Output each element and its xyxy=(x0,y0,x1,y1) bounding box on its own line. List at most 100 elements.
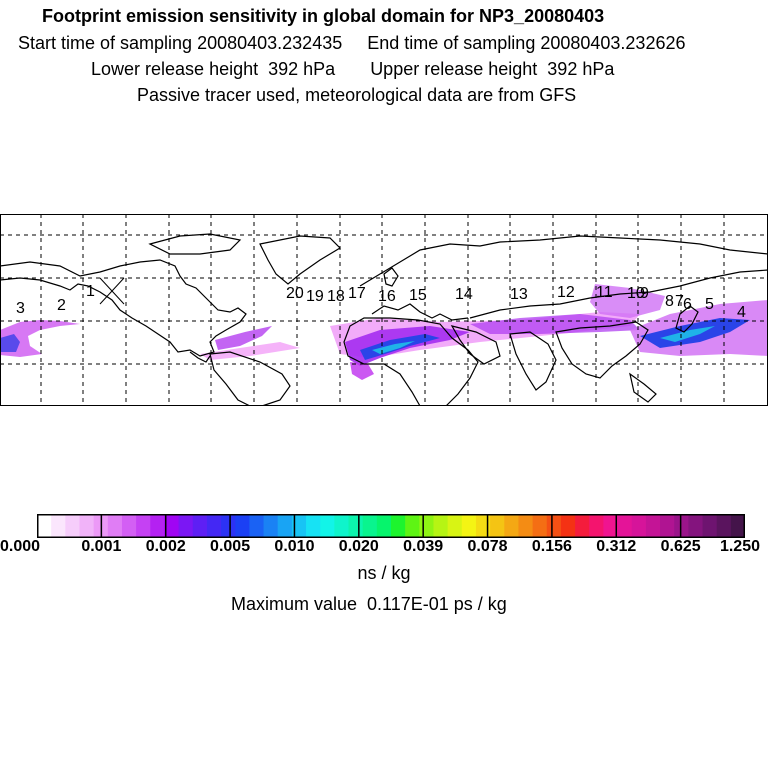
traj-label-3: 3 xyxy=(16,300,25,317)
traj-label-10: 10 xyxy=(627,285,645,302)
colorbar-cell xyxy=(716,514,732,538)
graticule xyxy=(0,214,768,406)
plume-pacific-west-peak xyxy=(660,326,715,342)
colorbar-cell xyxy=(249,514,265,538)
colorbar-cell xyxy=(617,514,633,538)
colorbar-cell xyxy=(192,514,208,538)
colorbar-cell xyxy=(277,514,293,538)
colorbar-cell xyxy=(518,514,534,538)
colorbar-cell xyxy=(589,514,604,538)
colorbar-cells xyxy=(37,514,745,538)
colorbar-cell xyxy=(645,514,661,538)
colorbar-cell xyxy=(306,514,321,538)
plume-asia-mid xyxy=(470,314,640,334)
traj-label-15: 15 xyxy=(409,287,427,304)
colorbar-cell xyxy=(178,514,194,538)
coastline-arabia xyxy=(450,325,501,365)
maximum-value: Maximum value 0.117E-01 ps / kg xyxy=(231,594,507,614)
traj-label-18: 18 xyxy=(327,288,345,305)
colorbar-cell xyxy=(631,514,647,538)
coastline-asia-north xyxy=(469,269,768,319)
traj-label-20: 20 xyxy=(286,285,304,302)
colorbar-cell xyxy=(320,514,335,538)
coastline-india xyxy=(509,331,557,391)
plume-atlantic xyxy=(215,326,272,350)
coastline-north-america xyxy=(0,259,247,357)
traj-label-12: 12 xyxy=(557,284,575,301)
colorbar-cell xyxy=(206,514,222,538)
traj-label-5: 5 xyxy=(705,296,714,313)
upper-release-height: Upper release height 392 hPa xyxy=(370,59,615,79)
colorbar-cell xyxy=(688,514,704,538)
colorbar-cell xyxy=(121,514,137,538)
colorbar-tick-label: 0.005 xyxy=(210,538,251,555)
colorbar-cell xyxy=(490,514,505,538)
colorbar-cell xyxy=(419,514,435,538)
colorbar-cell xyxy=(221,514,236,538)
colorbar-cell xyxy=(532,514,548,538)
colorbar-cell xyxy=(235,514,250,538)
colorbar-cell xyxy=(334,514,350,538)
plume-pacific-core xyxy=(0,334,20,352)
colorbar-tick-label: 1.250 xyxy=(719,538,760,555)
coastline-europe-south xyxy=(371,303,469,321)
colorbar-tick-label: 0.156 xyxy=(531,538,572,555)
world-map: 1 2 3 4 5 6 7 8 9 10 11 12 13 14 15 16 1… xyxy=(0,214,768,406)
end-time: End time of sampling 20080403.232626 xyxy=(367,33,686,53)
coastline-japan xyxy=(675,305,699,333)
traj-label-1: 1 xyxy=(86,283,95,300)
colorbar-tick-label: 0.010 xyxy=(274,538,315,555)
colorbar-cell xyxy=(546,514,562,538)
colorbar-cell xyxy=(504,514,520,538)
traj-label-9: 9 xyxy=(640,285,649,302)
coastline-central-america xyxy=(189,351,211,363)
colorbar-cell xyxy=(575,514,590,538)
colorbar-cell xyxy=(348,514,364,538)
colorbar-tick-label: 0.078 xyxy=(467,538,508,555)
colorbar-cell xyxy=(107,514,123,538)
colorbar-cell xyxy=(376,514,392,538)
colorbar-cell xyxy=(65,514,81,538)
colorbar-cell xyxy=(461,514,477,538)
traj-label-16: 16 xyxy=(378,288,396,305)
plume-pacific-east xyxy=(0,320,80,357)
traj-label-7: 7 xyxy=(675,293,684,310)
traj-label-14: 14 xyxy=(455,286,473,303)
colorbar-tick-label: 0.020 xyxy=(338,538,379,555)
colorbar-cell xyxy=(263,514,279,538)
colorbar-cell xyxy=(362,514,378,538)
colorbar-cell xyxy=(391,514,406,538)
colorbar-cell xyxy=(560,514,576,538)
colorbar-cell xyxy=(136,514,151,538)
start-time: Start time of sampling 20080403.232435 xyxy=(18,33,343,53)
coastline-south-america xyxy=(209,351,291,406)
colorbar-cell xyxy=(79,514,95,538)
colorbar-tick-label: 0.039 xyxy=(403,538,444,555)
traj-label-4: 4 xyxy=(737,304,746,321)
colorbar-tick-label: 0.000 xyxy=(0,538,41,555)
coastlines xyxy=(0,233,768,406)
plume-atlantic-light xyxy=(200,342,300,360)
colorbar-cell xyxy=(37,514,52,538)
plume-westafrica xyxy=(350,362,374,380)
colorbar-tick-label: 0.312 xyxy=(596,538,637,555)
colorbar-cell xyxy=(674,514,689,538)
coastline-europe xyxy=(359,235,768,287)
colorbar-frame xyxy=(37,514,745,538)
traj-label-11: 11 xyxy=(596,284,613,301)
colorbar-cell xyxy=(291,514,307,538)
plume-layer xyxy=(0,284,768,380)
release-heights: Lower release height 392 hPa Upper relea… xyxy=(91,59,768,80)
colorbar-cell xyxy=(603,514,619,538)
colorbar-dividers xyxy=(100,514,682,538)
traj-label-2: 2 xyxy=(57,297,66,314)
colorbar-cell xyxy=(433,514,449,538)
colorbar-cell xyxy=(447,514,463,538)
coastline-greenland xyxy=(259,235,341,285)
traj-label-13: 13 xyxy=(510,286,528,303)
colorbar-tick-label: 0.001 xyxy=(81,538,122,555)
colorbar-cell xyxy=(150,514,166,538)
coastline-canada-islands xyxy=(148,233,242,255)
trajectory-labels: 1 2 3 4 5 6 7 8 9 10 11 12 13 14 15 16 1… xyxy=(16,283,746,321)
plot-title: Footprint emission sensitivity in global… xyxy=(42,6,605,26)
